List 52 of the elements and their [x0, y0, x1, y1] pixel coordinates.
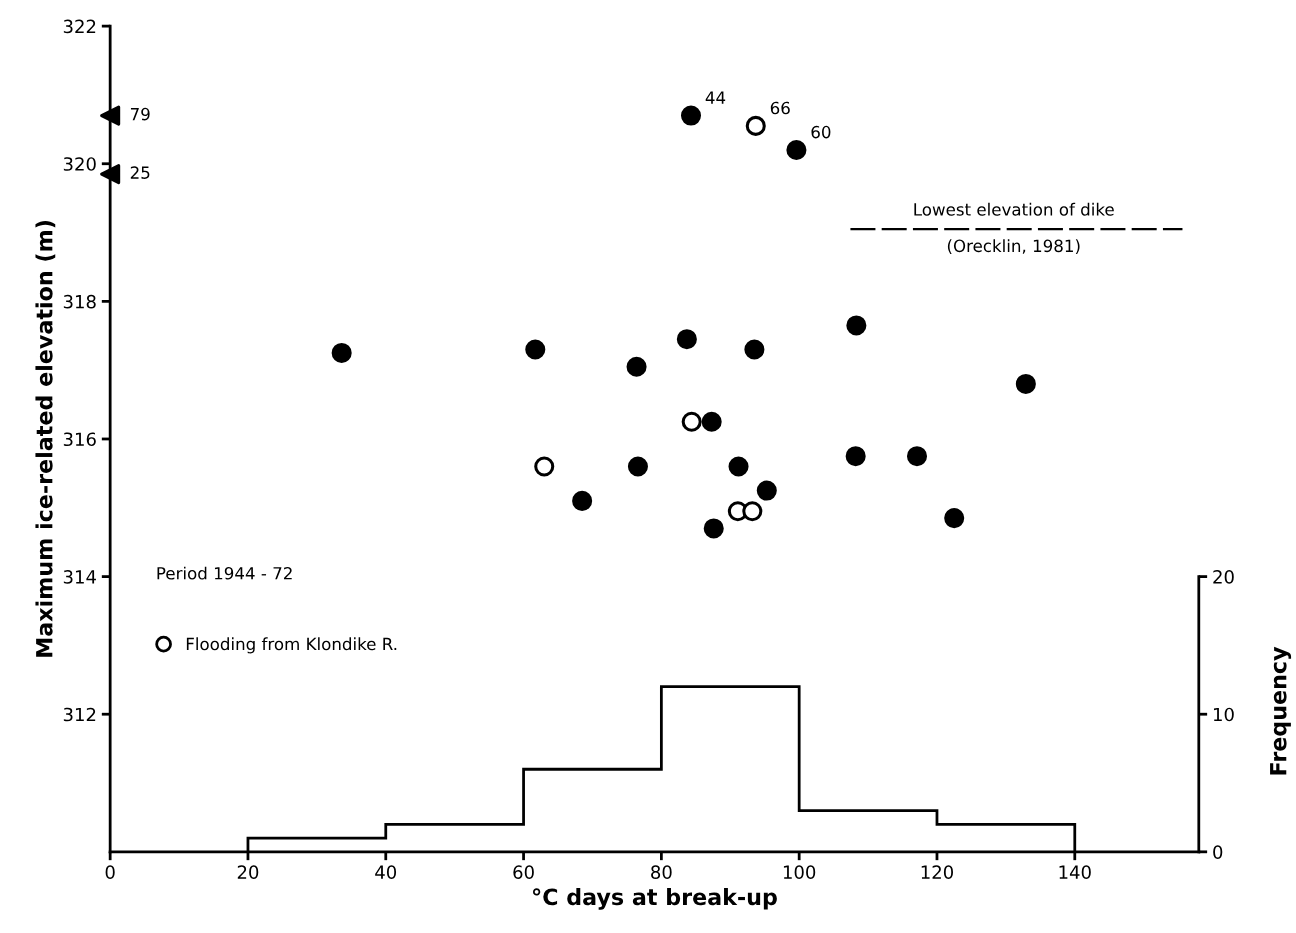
point [572, 490, 593, 511]
annotation: Period 1944 - 72 [157, 566, 292, 580]
x-tick-label: 40 [375, 865, 397, 879]
y-tick-label: 320 [63, 157, 96, 171]
annotation: 25 [130, 166, 150, 179]
annotation: 66 [770, 101, 790, 115]
annotation: 60 [811, 125, 831, 139]
point [626, 356, 647, 377]
point [1015, 373, 1036, 394]
x-tick-label: 20 [237, 865, 259, 879]
y-tick-label: 322 [63, 19, 96, 34]
x-axis-title: °C days at break-up [533, 888, 777, 910]
x-tick-label: 60 [513, 865, 534, 879]
point [100, 105, 121, 126]
point [534, 456, 555, 477]
point [745, 115, 766, 136]
y2-axis-title: Frequency [1270, 646, 1292, 775]
y2-tick-label: 0 [1213, 845, 1223, 859]
point [756, 480, 777, 501]
y-tick-label: 316 [63, 432, 96, 447]
point [728, 456, 749, 477]
point [676, 329, 697, 350]
y-tick-label: 312 [63, 707, 96, 722]
point [742, 501, 763, 522]
annotation: 44 [705, 91, 726, 104]
point [906, 446, 928, 467]
point [100, 164, 121, 185]
text: Lowest elevation of dike (Orecklin, 1981) [914, 202, 1114, 255]
y-tick-label: 314 [63, 570, 96, 584]
annotation: 79 [130, 107, 150, 121]
point [331, 342, 352, 363]
x-tick-label: 0 [105, 865, 115, 879]
point [944, 508, 965, 529]
point [786, 139, 807, 161]
point [845, 446, 866, 467]
point [681, 411, 702, 432]
x-tick-label: 80 [651, 865, 672, 879]
point [744, 339, 765, 360]
point [701, 411, 722, 432]
legend-label: Flooding from Klondike R. [186, 637, 397, 654]
y2-tick-label: 20 [1213, 570, 1234, 584]
y2-tick-label: 10 [1213, 707, 1234, 722]
point [680, 105, 702, 126]
point [703, 518, 724, 539]
y-axis-title: Maximum ice-related elevation (m) [35, 221, 56, 657]
x-tick-label: 120 [921, 865, 954, 879]
x-tick-label: 100 [783, 865, 816, 879]
point [846, 315, 867, 336]
y-tick-label: 318 [63, 294, 96, 309]
point [627, 456, 648, 477]
point [525, 339, 546, 360]
x-tick-label: 140 [1059, 865, 1091, 879]
